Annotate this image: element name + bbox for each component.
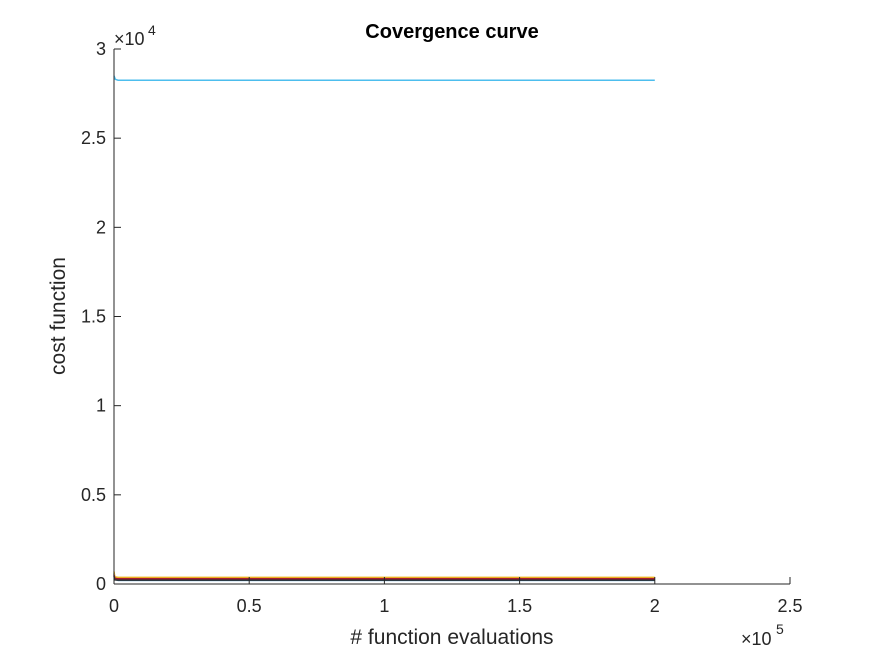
- ticks-layer: 0 0.5 1 1.5 2 2.5 0 0.5 1 1.5 2 2.5 3: [81, 39, 803, 616]
- x-axis-label: # function evaluations: [350, 626, 553, 649]
- axes-layer: [113, 49, 790, 585]
- y-tick-label: 1: [96, 396, 106, 416]
- x-tick-label: 2.5: [777, 596, 802, 616]
- x-tick-label: 0: [109, 596, 119, 616]
- x-tick-label: 2: [650, 596, 660, 616]
- y-tick-label: 0: [96, 574, 106, 594]
- x-tick-label: 0.5: [237, 596, 262, 616]
- y-tick-label: 0.5: [81, 485, 106, 505]
- y-exponent: ×10 4: [114, 22, 156, 49]
- y-exponent-power: 4: [148, 22, 156, 38]
- y-axis-label: cost function: [47, 257, 70, 375]
- x-exponent-base: ×10: [741, 629, 772, 649]
- series-line-4: [113, 571, 655, 579]
- series-layer: [113, 75, 655, 582]
- y-tick-label: 2: [96, 217, 106, 237]
- chart-title: Covergence curve: [365, 21, 538, 43]
- x-tick-label: 1.5: [507, 596, 532, 616]
- y-tick-label: 1.5: [81, 307, 106, 327]
- x-exponent-power: 5: [776, 621, 784, 637]
- series-line-1: [113, 75, 655, 81]
- y-exponent-base: ×10: [114, 29, 145, 49]
- y-tick-label: 3: [96, 39, 106, 59]
- x-tick-label: 1: [379, 596, 389, 616]
- y-tick-label: 2.5: [81, 128, 106, 148]
- x-exponent: ×10 5: [741, 621, 784, 649]
